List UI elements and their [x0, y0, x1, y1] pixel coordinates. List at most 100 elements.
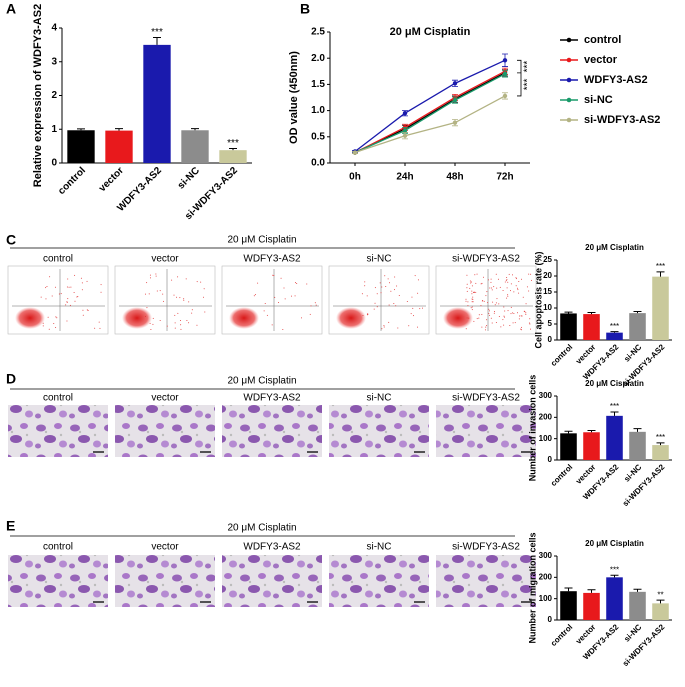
event-dot: [174, 327, 176, 329]
point: [452, 120, 458, 125]
event-dot: [493, 286, 495, 288]
event-dot: [520, 328, 522, 330]
y-axis-label: Number of migration cells: [527, 532, 537, 643]
event-dot: [502, 290, 504, 292]
event-dot: [474, 291, 476, 293]
y-tick-label: 0.5: [311, 131, 325, 142]
event-dot: [45, 298, 47, 300]
event-dot: [493, 312, 495, 314]
event-dot: [384, 275, 386, 277]
event-dot: [183, 298, 185, 300]
event-dot: [480, 283, 482, 285]
event-dot: [283, 287, 285, 289]
event-dot: [495, 273, 497, 275]
event-dot: [49, 276, 51, 278]
event-dot: [514, 322, 516, 324]
event-dot: [529, 323, 531, 325]
event-dot: [517, 289, 519, 291]
significance: ***: [656, 433, 665, 442]
bar: [629, 431, 646, 460]
event-dot: [271, 324, 273, 326]
event-dot: [364, 281, 366, 283]
event-dot: [487, 302, 489, 304]
event-dot: [472, 301, 474, 303]
event-dot: [74, 274, 76, 276]
event-dot: [520, 315, 522, 317]
event-dot: [373, 308, 375, 310]
event-dot: [486, 325, 488, 327]
event-dot: [471, 301, 473, 303]
event-dot: [389, 282, 391, 284]
event-dot: [486, 319, 488, 321]
event-dot: [155, 273, 157, 275]
event-dot: [511, 274, 513, 276]
chart-title: 20 μM Cisplatin: [390, 26, 471, 38]
event-dot: [66, 301, 68, 303]
event-dot: [475, 291, 477, 293]
event-dot: [421, 307, 423, 309]
micrograph: [222, 555, 322, 607]
event-dot: [282, 328, 284, 330]
cell-cluster: [122, 307, 152, 329]
event-dot: [398, 295, 400, 297]
y-tick-label: 1.0: [311, 105, 325, 116]
event-dot: [381, 286, 383, 288]
event-dot: [397, 327, 399, 329]
event-dot: [480, 305, 482, 307]
event-dot: [176, 296, 178, 298]
x-tick-label: si-WDFY3-AS2: [621, 462, 667, 508]
event-dot: [485, 295, 487, 297]
event-dot: [100, 284, 102, 286]
event-dot: [507, 295, 509, 297]
event-dot: [507, 281, 509, 283]
event-dot: [469, 280, 471, 282]
bar: [629, 591, 646, 620]
legend-label: si-NC: [584, 94, 613, 106]
event-dot: [505, 280, 507, 282]
event-dot: [383, 325, 385, 327]
event-dot: [46, 286, 48, 288]
event-dot: [513, 313, 515, 315]
y-tick-label: 2: [51, 90, 57, 101]
bar: [560, 591, 577, 620]
y-tick-label: 100: [539, 434, 553, 443]
event-dot: [487, 279, 489, 281]
event-dot: [156, 290, 158, 292]
bar: [629, 313, 646, 340]
panel-label: D: [6, 371, 16, 387]
event-dot: [171, 279, 173, 281]
event-dot: [364, 285, 366, 287]
event-dot: [145, 315, 147, 317]
y-tick-label: 0: [51, 158, 57, 169]
event-dot: [379, 282, 381, 284]
event-dot: [500, 326, 502, 328]
event-dot: [525, 313, 527, 315]
event-dot: [366, 295, 368, 297]
y-tick-label: 300: [539, 551, 553, 560]
event-dot: [81, 282, 83, 284]
event-dot: [42, 325, 44, 327]
event-dot: [162, 300, 164, 302]
event-dot: [503, 324, 505, 326]
event-dot: [82, 314, 84, 316]
event-dot: [81, 289, 83, 291]
event-dot: [471, 298, 473, 300]
event-dot: [395, 305, 397, 307]
event-dot: [180, 324, 182, 326]
event-dot: [200, 281, 202, 283]
event-dot: [55, 327, 57, 329]
x-tick-label: si-NC: [176, 165, 202, 191]
bar: [583, 314, 600, 340]
event-dot: [523, 310, 525, 312]
point: [502, 58, 508, 63]
event-dot: [257, 282, 259, 284]
event-dot: [191, 309, 193, 311]
error-bar: [656, 599, 665, 604]
event-dot: [478, 314, 480, 316]
event-dot: [86, 309, 88, 311]
event-dot: [306, 283, 308, 285]
micrograph: [436, 405, 536, 457]
micrograph: [115, 405, 215, 457]
event-dot: [185, 278, 187, 280]
cell-cluster: [229, 307, 259, 329]
